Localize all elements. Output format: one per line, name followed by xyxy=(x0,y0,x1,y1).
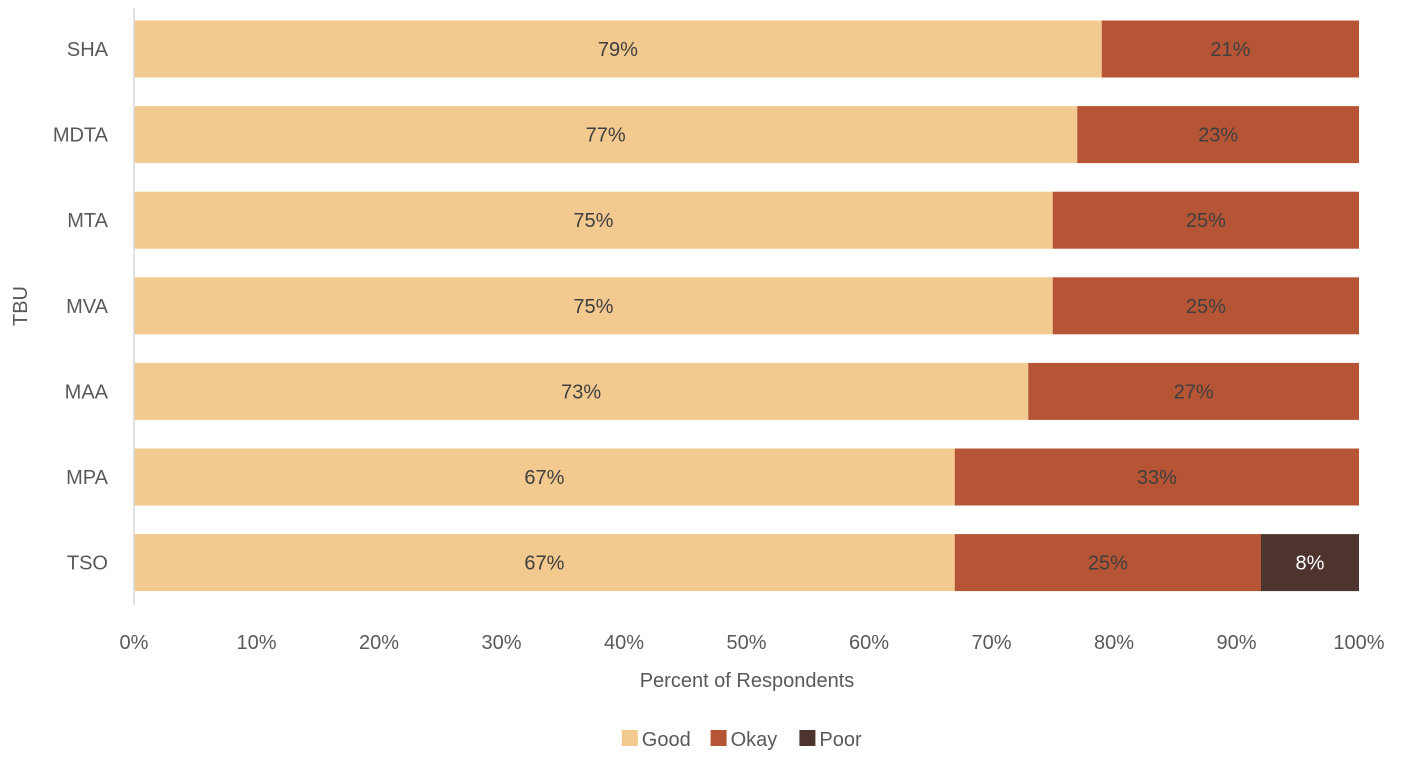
bar-segment xyxy=(1028,362,1359,420)
bar-segment xyxy=(1052,191,1359,249)
x-tick-labels: 0% 10% 20% 30% 40% 50% 60% 70% 80% 90% 100% xyxy=(120,632,1385,654)
bar-segment xyxy=(134,20,1102,78)
bar-value-label: 77% xyxy=(586,125,626,147)
bar-value-label: 67% xyxy=(524,467,564,489)
category-label: MVA xyxy=(66,296,109,318)
legend-swatch xyxy=(799,730,816,746)
bar-segment xyxy=(1052,277,1359,335)
bar-segment xyxy=(134,277,1053,335)
legend: Good Okay Poor xyxy=(621,729,862,751)
bar-segment xyxy=(954,534,1261,592)
legend-swatch xyxy=(621,730,638,746)
bar-value-label: 75% xyxy=(573,210,613,232)
bar-value-label: 25% xyxy=(1186,296,1226,318)
x-tick-label: 80% xyxy=(1094,632,1134,654)
category-label: SHA xyxy=(67,39,109,61)
bar-segment xyxy=(134,534,955,592)
category-label: MPA xyxy=(66,467,109,489)
x-tick-label: 30% xyxy=(481,632,521,654)
bar-segment xyxy=(134,191,1053,249)
category-label: MAA xyxy=(65,381,109,403)
bar-value-label: 23% xyxy=(1198,125,1238,147)
bar-value-label: 73% xyxy=(561,381,601,403)
x-tick-label: 100% xyxy=(1333,632,1384,654)
x-tick-label: 90% xyxy=(1216,632,1256,654)
bar-segment xyxy=(1261,534,1359,592)
category-label: MTA xyxy=(67,210,108,232)
category-label: MDTA xyxy=(53,125,109,147)
bar-value-label: 67% xyxy=(524,553,564,575)
x-tick-label: 50% xyxy=(726,632,766,654)
bar-value-label: 25% xyxy=(1088,553,1128,575)
bar-value-label: 21% xyxy=(1210,39,1250,61)
legend-label: Poor xyxy=(819,729,862,751)
bar-segment xyxy=(134,362,1029,420)
x-tick-label: 0% xyxy=(120,632,149,654)
legend-label: Good xyxy=(642,729,691,751)
x-tick-label: 40% xyxy=(604,632,644,654)
category-labels: SHA MDTA MTA MVA MAA MPA TSO xyxy=(53,39,109,575)
category-label: TSO xyxy=(67,553,108,575)
bar-segment xyxy=(1077,106,1359,164)
bars-layer: 79% 21% 77% 23% 75% 25% 75% 25% 73% 27% 67% 33% 67% 2… xyxy=(134,20,1359,592)
x-tick-label: 70% xyxy=(971,632,1011,654)
legend-label: Okay xyxy=(731,729,778,751)
bar-value-label: 27% xyxy=(1174,381,1214,403)
bar-segment xyxy=(954,448,1359,506)
y-axis-title: TBU xyxy=(10,286,32,326)
bar-value-label: 79% xyxy=(598,39,638,61)
x-tick-label: 10% xyxy=(236,632,276,654)
x-axis-title: Percent of Respondents xyxy=(640,670,855,692)
legend-swatch xyxy=(710,730,727,746)
x-tick-label: 20% xyxy=(359,632,399,654)
x-tick-label: 60% xyxy=(849,632,889,654)
bar-segment xyxy=(134,448,955,506)
bar-value-label: 8% xyxy=(1296,553,1325,575)
bar-value-label: 75% xyxy=(573,296,613,318)
bar-value-label: 33% xyxy=(1137,467,1177,489)
bar-segment xyxy=(1101,20,1359,78)
bar-segment xyxy=(134,106,1078,164)
bar-value-label: 25% xyxy=(1186,210,1226,232)
